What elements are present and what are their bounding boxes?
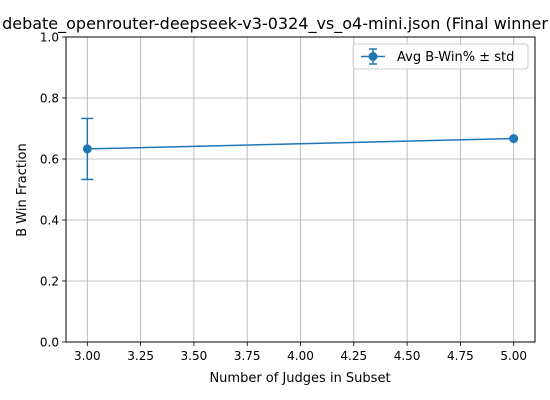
y-axis-label: B Win Fraction [15,143,30,237]
y-tick-label: 0.0 [40,336,59,350]
legend: Avg B-Win% ± std [352,43,529,70]
x-tick-label: 3.75 [234,349,261,363]
chart-title: debate_openrouter-deepseek-v3-0324_vs_o4… [2,14,548,34]
data-point [82,144,92,154]
x-tick-label: 3.50 [181,349,208,363]
x-tick-label: 4.50 [394,349,421,363]
y-tick-label: 0.2 [40,275,59,289]
data-point [509,134,519,144]
x-tick-label: 3.00 [74,349,101,363]
ticks-layer: 3.00 3.25 3.50 3.75 4.00 4.25 4.50 4.75 5.00 0.0 0… [40,31,527,364]
x-tick-label: 5.00 [500,349,527,363]
x-tick-label: 4.75 [447,349,474,363]
x-axis-label: Number of Judges in Subset [209,371,390,386]
y-tick-label: 0.4 [40,214,59,228]
y-tick-label: 1.0 [40,31,59,45]
y-tick-label: 0.8 [40,92,59,106]
x-tick-label: 4.25 [340,349,367,363]
legend-label: Avg B-Win% ± std [397,50,514,65]
x-tick-label: 4.00 [287,349,314,363]
grid-layer [66,36,535,343]
series-line [87,137,514,150]
legend-marker [368,52,378,61]
x-tick-label: 3.25 [127,349,154,363]
legend-box [352,43,529,70]
series-layer [81,117,519,181]
y-tick-label: 0.6 [40,153,59,167]
